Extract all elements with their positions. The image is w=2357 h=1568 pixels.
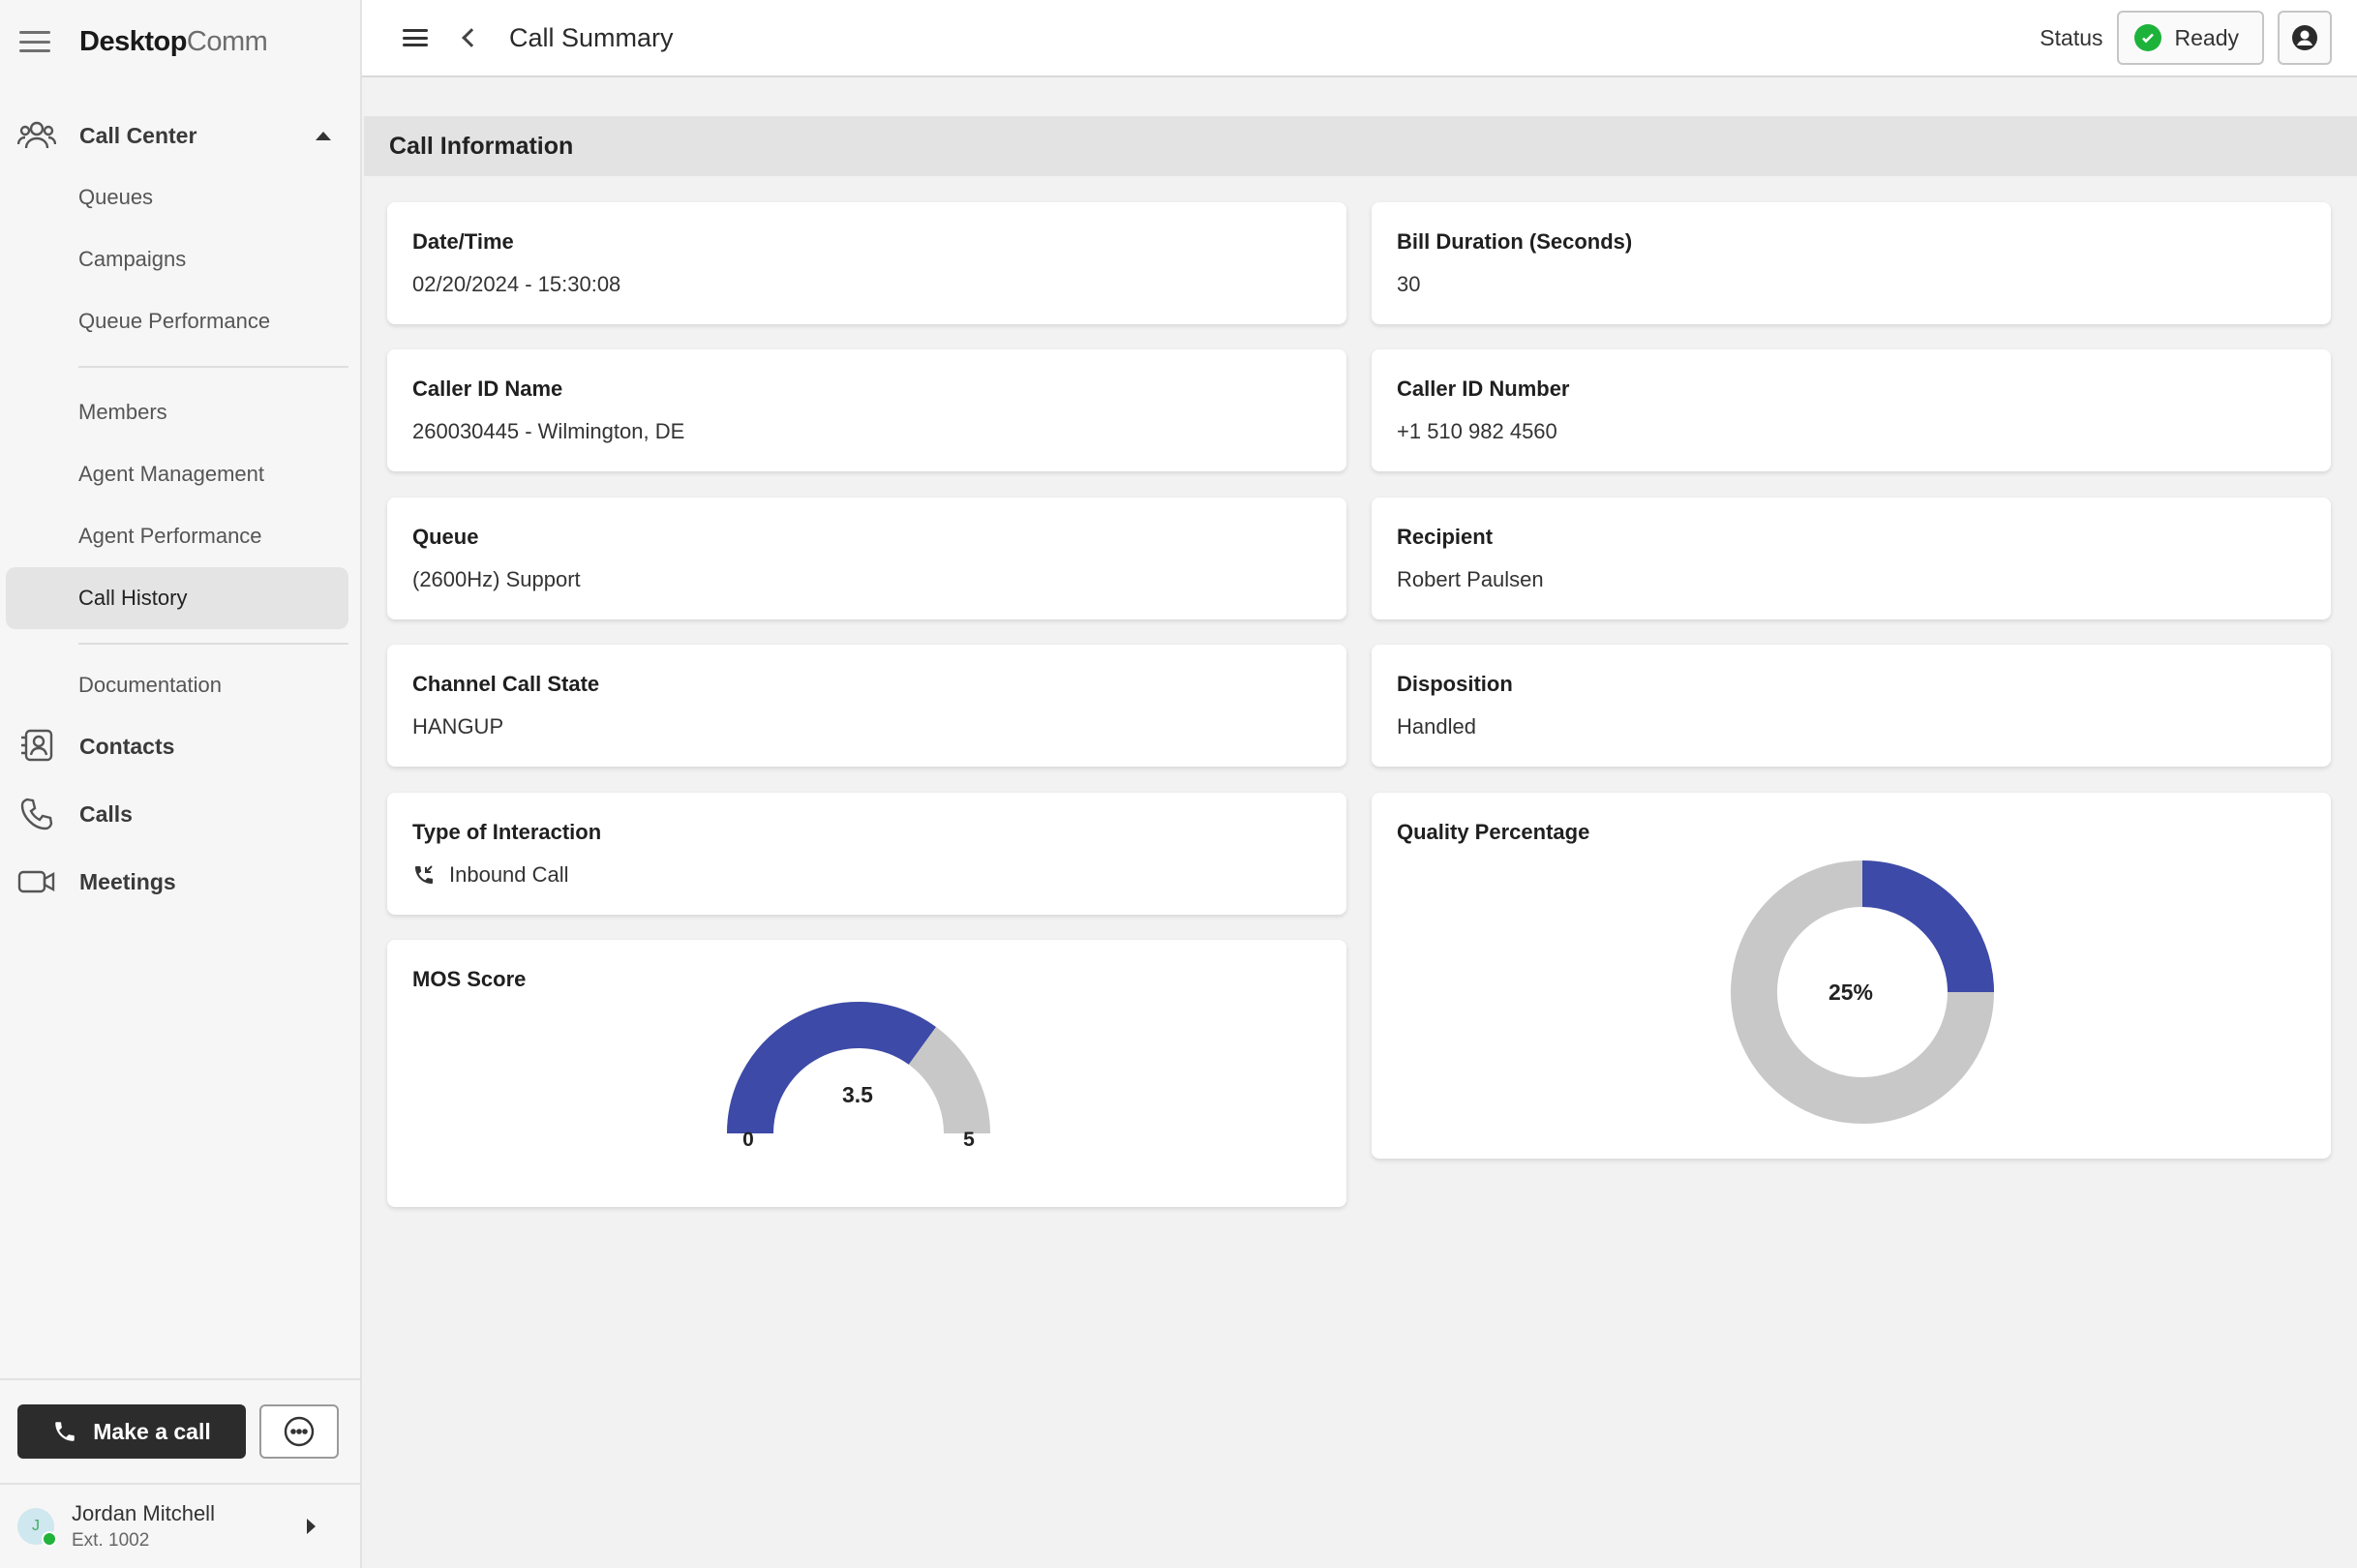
field-value: +1 510 982 4560 — [1397, 419, 1557, 443]
card-type-of-interaction: Type of Interaction Inbound Call — [387, 793, 1346, 915]
sidebar-item-members[interactable]: Members — [78, 400, 167, 424]
interaction-value: Inbound Call — [449, 862, 569, 887]
make-call-button[interactable]: Make a call — [17, 1404, 246, 1459]
top-bar: Call Summary Status Ready — [362, 0, 2357, 77]
back-arrow-icon[interactable] — [462, 28, 481, 47]
field-label: Recipient — [1397, 525, 1494, 549]
donut-center-label: 25% — [1828, 980, 1873, 1005]
user-profile-row[interactable]: J Jordan Mitchell Ext. 1002 — [0, 1483, 360, 1568]
gauge-value-arc — [727, 1002, 936, 1134]
account-button[interactable] — [2278, 11, 2332, 65]
field-label: Type of Interaction — [412, 820, 602, 844]
action-row: Make a call — [0, 1378, 360, 1483]
card-disposition: Disposition Handled — [1372, 645, 2331, 767]
chat-button[interactable] — [259, 1404, 339, 1459]
card-caller-id-number: Caller ID Number +1 510 982 4560 — [1372, 349, 2331, 471]
sidebar-bottom: Make a call J Jordan Mitchell Ext. 1002 — [0, 1378, 360, 1568]
avatar-initial: J — [32, 1518, 40, 1534]
sidebar: DesktopComm Call Center Queues Campaigns… — [0, 0, 362, 1568]
field-label: Quality Percentage — [1397, 820, 1590, 844]
card-bill-duration: Bill Duration (Seconds) 30 — [1372, 202, 2331, 324]
sidebar-item-queue-performance[interactable]: Queue Performance — [78, 309, 271, 333]
nav-contacts-label: Contacts — [79, 733, 175, 759]
field-value: Handled — [1397, 714, 1476, 739]
field-value: Robert Paulsen — [1397, 567, 1544, 591]
inbound-call-icon — [415, 865, 433, 884]
gauge-min-label: 0 — [742, 1129, 754, 1151]
divider — [78, 643, 348, 645]
field-label: Queue — [412, 525, 479, 549]
sidebar-item-agent-performance[interactable]: Agent Performance — [78, 524, 262, 548]
sidebar-item-documentation[interactable]: Documentation — [78, 673, 222, 697]
check-circle-icon — [2133, 24, 2161, 51]
field-value: 30 — [1397, 272, 1421, 296]
field-value: HANGUP — [412, 714, 504, 739]
people-icon — [17, 116, 56, 155]
nav-calls-label: Calls — [79, 800, 133, 827]
sidebar-menu-icon[interactable] — [19, 31, 50, 52]
status-label: Status — [2040, 24, 2103, 50]
brand-row: DesktopComm — [0, 0, 360, 83]
field-value: 260030445 - Wilmington, DE — [412, 419, 685, 443]
sidebar-item-call-history[interactable]: Call History — [6, 567, 348, 629]
expand-caret-icon[interactable] — [307, 1519, 316, 1534]
field-label: MOS Score — [412, 967, 527, 991]
video-camera-icon — [17, 862, 56, 901]
chat-bubble-icon — [284, 1416, 315, 1447]
field-label: Caller ID Number — [1397, 377, 1570, 401]
sidebar-item-campaigns[interactable]: Campaigns — [78, 247, 187, 271]
field-label: Bill Duration (Seconds) — [1397, 229, 1633, 254]
field-label: Channel Call State — [412, 672, 600, 696]
nav-meetings-label: Meetings — [79, 868, 176, 894]
quality-donut-chart: 25% — [1731, 860, 1994, 1124]
card-quality-percentage: Quality Percentage 25% — [1372, 793, 2331, 1159]
user-info: Jordan Mitchell Ext. 1002 — [72, 1501, 307, 1552]
nav-contacts[interactable]: Contacts — [0, 712, 360, 780]
sidebar-item-queues[interactable]: Queues — [78, 185, 154, 209]
donut-value-arc — [1861, 860, 1994, 993]
field-label: Date/Time — [412, 229, 514, 254]
phone-icon — [17, 795, 56, 833]
gauge-max-label: 5 — [963, 1129, 975, 1151]
sidebar-item-agent-management[interactable]: Agent Management — [78, 462, 265, 486]
field-value: (2600Hz) Support — [412, 567, 581, 591]
avatar: J — [17, 1508, 57, 1547]
card-queue: Queue (2600Hz) Support — [387, 498, 1346, 619]
card-caller-id-name: Caller ID Name 260030445 - Wilmington, D… — [387, 349, 1346, 471]
page-title: Call Summary — [509, 22, 674, 52]
field-value: 02/20/2024 - 15:30:08 — [412, 272, 621, 296]
nav-call-center[interactable]: Call Center — [0, 108, 360, 163]
card-mos-score: MOS Score 3.5 0 5 — [387, 940, 1346, 1207]
card-channel-call-state: Channel Call State HANGUP — [387, 645, 1346, 767]
menu-icon[interactable] — [403, 29, 428, 46]
user-extension: Ext. 1002 — [72, 1530, 150, 1551]
user-name: Jordan Mitchell — [72, 1501, 215, 1525]
online-status-dot — [42, 1531, 57, 1547]
field-value: Inbound Call — [412, 862, 569, 888]
card-datetime: Date/Time 02/20/2024 - 15:30:08 — [387, 202, 1346, 324]
nav-calls[interactable]: Calls — [0, 780, 360, 848]
user-circle-icon — [2292, 25, 2317, 50]
card-recipient: Recipient Robert Paulsen — [1372, 498, 2331, 619]
make-call-label: Make a call — [93, 1418, 211, 1444]
field-label: Caller ID Name — [412, 377, 563, 401]
collapse-caret-icon[interactable] — [316, 131, 331, 140]
brand-logo: DesktopComm — [79, 25, 268, 57]
phone-icon — [55, 1422, 76, 1441]
section-title: Call Information — [364, 116, 2357, 176]
gauge-value-label: 3.5 — [842, 1082, 873, 1107]
mos-gauge-chart: 3.5 0 5 — [727, 1002, 990, 1151]
field-label: Disposition — [1397, 672, 1513, 696]
nav-meetings[interactable]: Meetings — [0, 848, 360, 916]
contacts-icon — [17, 727, 56, 766]
status-dropdown-button[interactable]: Ready — [2116, 11, 2264, 65]
nav-call-center-label: Call Center — [79, 122, 197, 148]
status-value: Ready — [2174, 24, 2239, 50]
divider — [78, 366, 348, 368]
